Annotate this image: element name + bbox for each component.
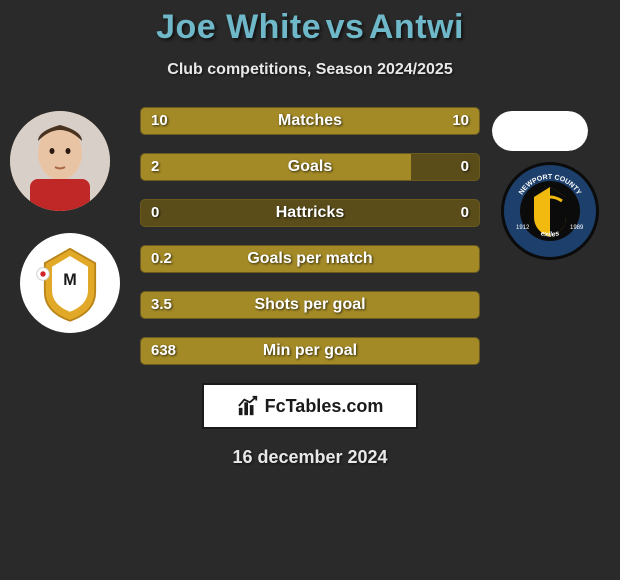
subtitle: Club competitions, Season 2024/2025: [0, 61, 620, 79]
player1-face-placeholder: [10, 111, 110, 211]
title-player1: Joe White: [156, 8, 321, 46]
face-icon: [10, 111, 110, 211]
bar-label: Hattricks: [141, 200, 479, 226]
title-player2: Antwi: [369, 8, 464, 46]
newport-county-badge-icon: NEWPORT COUNTY exiles 1912 1989: [500, 161, 600, 261]
stat-bar-row: 2Goals0: [140, 153, 480, 181]
fctables-badge: FcTables.com: [202, 383, 418, 429]
bar-label: Goals per match: [141, 246, 479, 272]
bar-label: Goals: [141, 154, 479, 180]
player2-blank-placeholder: [492, 111, 588, 151]
bar-label: Min per goal: [141, 338, 479, 364]
stat-bar-row: 0.2Goals per match: [140, 245, 480, 273]
bar-label: Matches: [141, 108, 479, 134]
content-area: M NEWPORT COUNTY exiles 1912 1989 10Matc…: [0, 107, 620, 365]
stat-bar-row: 0Hattricks0: [140, 199, 480, 227]
fctables-text: FcTables.com: [265, 396, 384, 417]
club-year-left: 1912: [516, 225, 530, 231]
footer-date: 16 december 2024: [0, 447, 620, 468]
stat-bar-row: 10Matches10: [140, 107, 480, 135]
title-row: Joe White vs Antwi: [0, 0, 620, 47]
stat-bars: 10Matches102Goals00Hattricks00.2Goals pe…: [140, 107, 480, 365]
title-vs: vs: [326, 8, 365, 46]
player1-club-badge: M: [20, 233, 120, 333]
stat-bar-row: 638Min per goal: [140, 337, 480, 365]
player2-club-badge: NEWPORT COUNTY exiles 1912 1989: [500, 161, 600, 261]
bar-label: Shots per goal: [141, 292, 479, 318]
bar-value-right: 0: [461, 200, 469, 226]
player2-photo: [492, 111, 588, 151]
player1-photo: [10, 111, 110, 211]
bar-value-right: 10: [452, 108, 469, 134]
bar-value-right: 0: [461, 154, 469, 180]
club-year-right: 1989: [570, 225, 584, 231]
stat-bar-row: 3.5Shots per goal: [140, 291, 480, 319]
svg-text:M: M: [63, 271, 76, 289]
mk-dons-badge-icon: M: [25, 238, 115, 328]
fctables-logo-icon: [237, 395, 259, 417]
